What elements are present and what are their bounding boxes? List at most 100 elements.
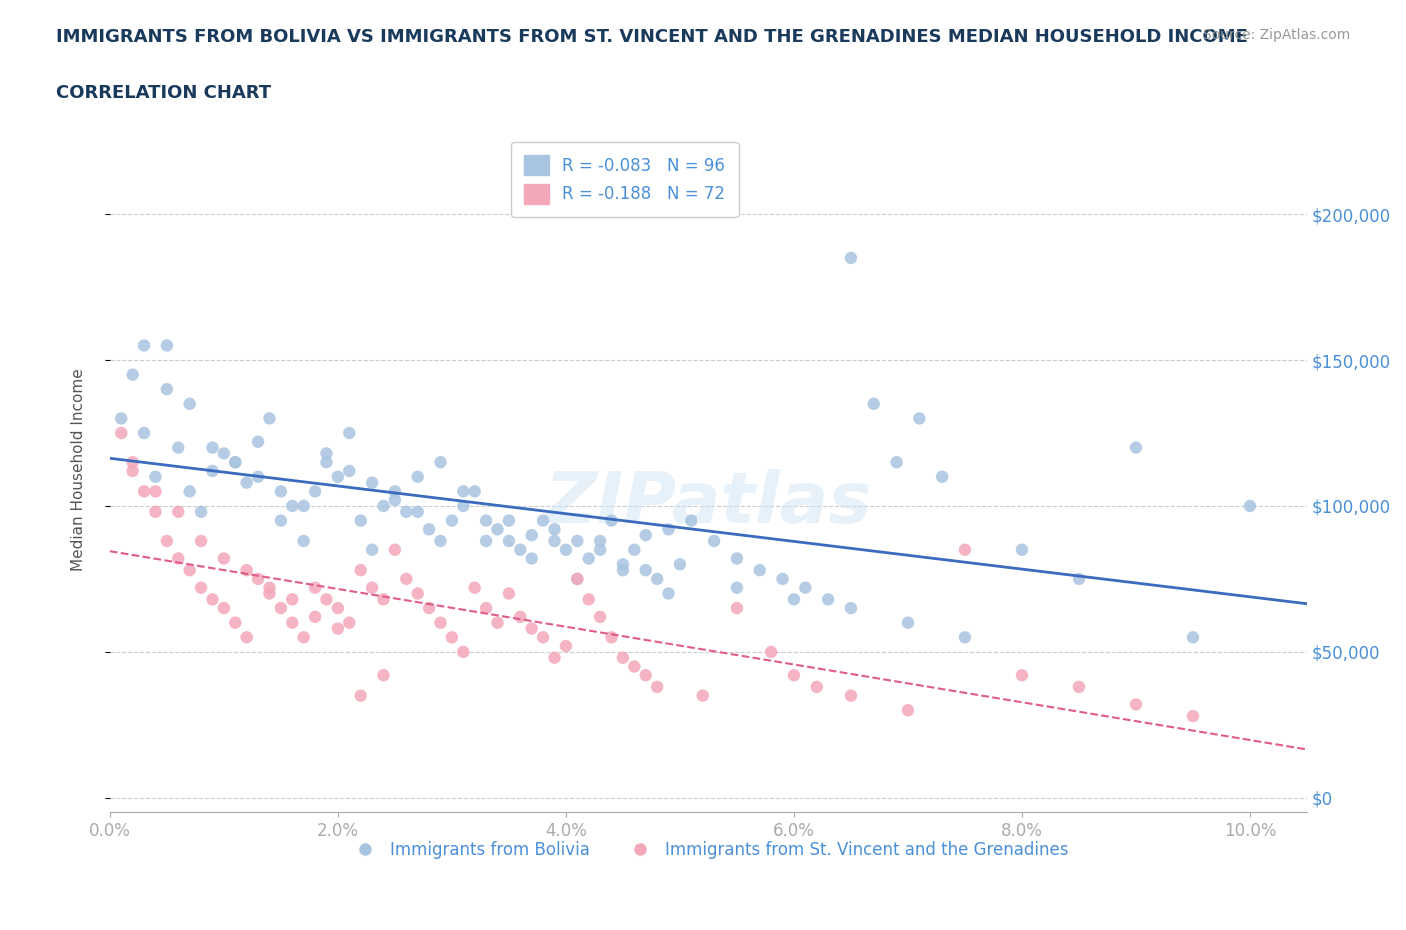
Point bbox=[567, 534, 589, 549]
Point bbox=[897, 616, 920, 631]
Point bbox=[145, 484, 167, 498]
Text: CORRELATION CHART: CORRELATION CHART bbox=[56, 84, 271, 101]
Point bbox=[304, 484, 326, 498]
Point bbox=[212, 601, 235, 616]
Text: ZIPatlas: ZIPatlas bbox=[544, 470, 872, 538]
Point bbox=[315, 591, 337, 606]
Point bbox=[337, 463, 360, 478]
Point bbox=[304, 580, 326, 595]
Point bbox=[156, 382, 179, 397]
Point bbox=[520, 527, 543, 542]
Point bbox=[190, 580, 212, 595]
Point bbox=[167, 504, 190, 519]
Point bbox=[247, 434, 270, 449]
Point bbox=[464, 580, 486, 595]
Point bbox=[145, 470, 167, 485]
Point bbox=[406, 504, 429, 519]
Point bbox=[350, 513, 373, 528]
Point bbox=[121, 455, 143, 470]
Point bbox=[543, 534, 565, 549]
Point bbox=[645, 572, 668, 587]
Point bbox=[429, 616, 451, 631]
Point bbox=[623, 659, 645, 674]
Point bbox=[783, 668, 806, 683]
Point bbox=[281, 498, 304, 513]
Point bbox=[337, 426, 360, 441]
Point bbox=[361, 542, 384, 557]
Point bbox=[315, 446, 337, 461]
Point bbox=[531, 513, 554, 528]
Point bbox=[132, 338, 155, 352]
Point bbox=[224, 616, 246, 631]
Point bbox=[475, 513, 498, 528]
Point bbox=[623, 542, 645, 557]
Point bbox=[132, 426, 155, 441]
Point bbox=[1182, 709, 1205, 724]
Point bbox=[748, 563, 770, 578]
Point bbox=[886, 455, 908, 470]
Point bbox=[600, 630, 623, 644]
Point bbox=[509, 609, 531, 624]
Point bbox=[531, 630, 554, 644]
Point bbox=[224, 455, 246, 470]
Point bbox=[235, 563, 257, 578]
Point bbox=[612, 563, 634, 578]
Point bbox=[212, 551, 235, 566]
Point bbox=[725, 601, 748, 616]
Point bbox=[292, 534, 315, 549]
Point bbox=[429, 455, 451, 470]
Y-axis label: Median Household Income: Median Household Income bbox=[72, 368, 86, 571]
Point bbox=[350, 688, 373, 703]
Point bbox=[418, 601, 440, 616]
Point bbox=[600, 513, 623, 528]
Point bbox=[384, 493, 406, 508]
Point bbox=[292, 630, 315, 644]
Point bbox=[110, 411, 132, 426]
Point bbox=[156, 338, 179, 352]
Point bbox=[201, 591, 224, 606]
Point bbox=[486, 522, 509, 537]
Point bbox=[794, 580, 817, 595]
Point bbox=[612, 557, 634, 572]
Point bbox=[725, 551, 748, 566]
Point bbox=[839, 601, 862, 616]
Point bbox=[156, 534, 179, 549]
Point bbox=[520, 551, 543, 566]
Point bbox=[121, 367, 143, 382]
Point bbox=[897, 703, 920, 718]
Point bbox=[190, 534, 212, 549]
Legend: Immigrants from Bolivia, Immigrants from St. Vincent and the Grenadines: Immigrants from Bolivia, Immigrants from… bbox=[342, 834, 1076, 866]
Point bbox=[931, 470, 953, 485]
Point bbox=[326, 621, 349, 636]
Point bbox=[201, 440, 224, 455]
Point bbox=[384, 484, 406, 498]
Point bbox=[692, 688, 714, 703]
Point bbox=[270, 513, 292, 528]
Point bbox=[703, 534, 725, 549]
Point bbox=[259, 586, 281, 601]
Point bbox=[453, 498, 475, 513]
Point bbox=[179, 484, 201, 498]
Point bbox=[464, 484, 486, 498]
Text: IMMIGRANTS FROM BOLIVIA VS IMMIGRANTS FROM ST. VINCENT AND THE GRENADINES MEDIAN: IMMIGRANTS FROM BOLIVIA VS IMMIGRANTS FR… bbox=[56, 28, 1249, 46]
Point bbox=[498, 534, 520, 549]
Point bbox=[361, 580, 384, 595]
Point bbox=[373, 591, 395, 606]
Point bbox=[498, 586, 520, 601]
Point bbox=[817, 591, 839, 606]
Point bbox=[953, 630, 976, 644]
Point bbox=[953, 542, 976, 557]
Point bbox=[247, 572, 270, 587]
Point bbox=[440, 630, 463, 644]
Point bbox=[201, 463, 224, 478]
Point bbox=[270, 601, 292, 616]
Point bbox=[235, 630, 257, 644]
Point bbox=[361, 475, 384, 490]
Point bbox=[543, 522, 565, 537]
Point bbox=[806, 680, 828, 695]
Point bbox=[1011, 542, 1033, 557]
Point bbox=[509, 542, 531, 557]
Point bbox=[167, 440, 190, 455]
Point bbox=[578, 551, 600, 566]
Point bbox=[132, 484, 155, 498]
